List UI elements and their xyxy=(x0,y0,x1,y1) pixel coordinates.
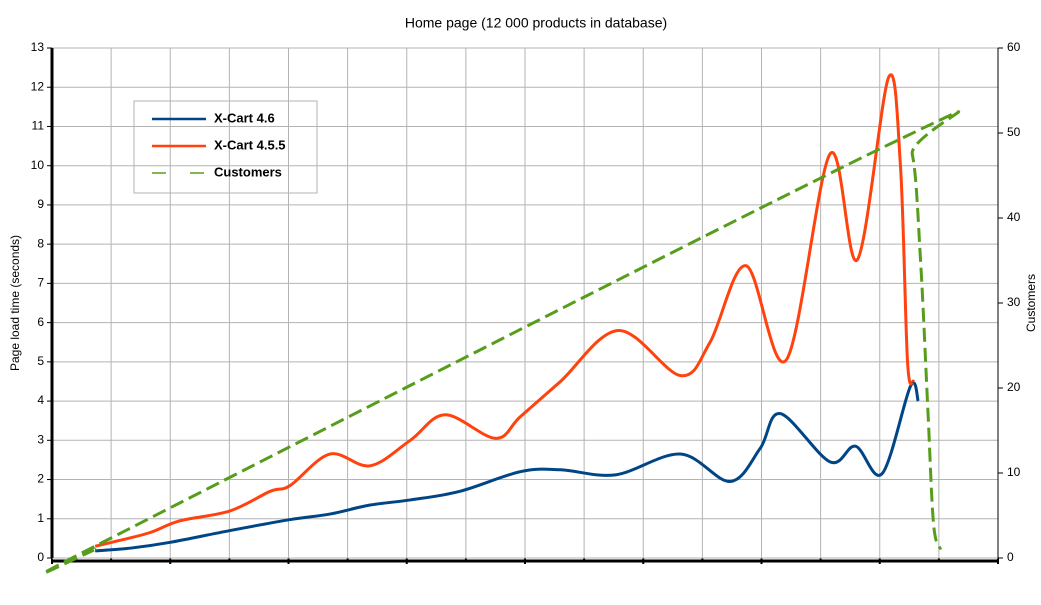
y-tick-label: 12 xyxy=(31,79,45,93)
y2-tick-label: 60 xyxy=(1007,40,1021,54)
series-line xyxy=(95,381,920,553)
y2-tick-label: 10 xyxy=(1007,465,1021,479)
y-tick-label: 1 xyxy=(37,511,44,525)
y-tick-label: 13 xyxy=(31,40,45,54)
y-tick-label: 9 xyxy=(37,197,44,211)
y-tick-label: 3 xyxy=(37,432,44,446)
legend-label: X-Cart 4.6 xyxy=(214,110,275,125)
y-axis-label: Page load time (seconds) xyxy=(8,235,22,371)
chart-title: Home page (12 000 products in database) xyxy=(405,15,667,31)
y2-tick-label: 40 xyxy=(1007,210,1021,224)
y-tick-label: 8 xyxy=(37,236,44,250)
series-line xyxy=(42,110,960,575)
y2-tick-label: 20 xyxy=(1007,380,1021,394)
y-tick-label: 10 xyxy=(31,158,45,172)
y2-tick-label: 0 xyxy=(1007,550,1014,564)
legend-label: X-Cart 4.5.5 xyxy=(214,137,286,152)
y-tick-label: 2 xyxy=(37,472,44,486)
y-tick-label: 6 xyxy=(37,315,44,329)
y-tick-label: 5 xyxy=(37,354,44,368)
series-line xyxy=(94,73,915,548)
y-tick-label: 7 xyxy=(37,276,44,290)
y2-tick-label: 50 xyxy=(1007,125,1021,139)
y-tick-label: 11 xyxy=(32,119,45,133)
y2-axis-label: Customers xyxy=(1024,274,1038,332)
y-tick-label: 0 xyxy=(37,550,44,564)
y2-tick-label: 30 xyxy=(1007,295,1021,309)
legend-label: Customers xyxy=(214,164,282,179)
y-tick-label: 4 xyxy=(37,393,44,407)
